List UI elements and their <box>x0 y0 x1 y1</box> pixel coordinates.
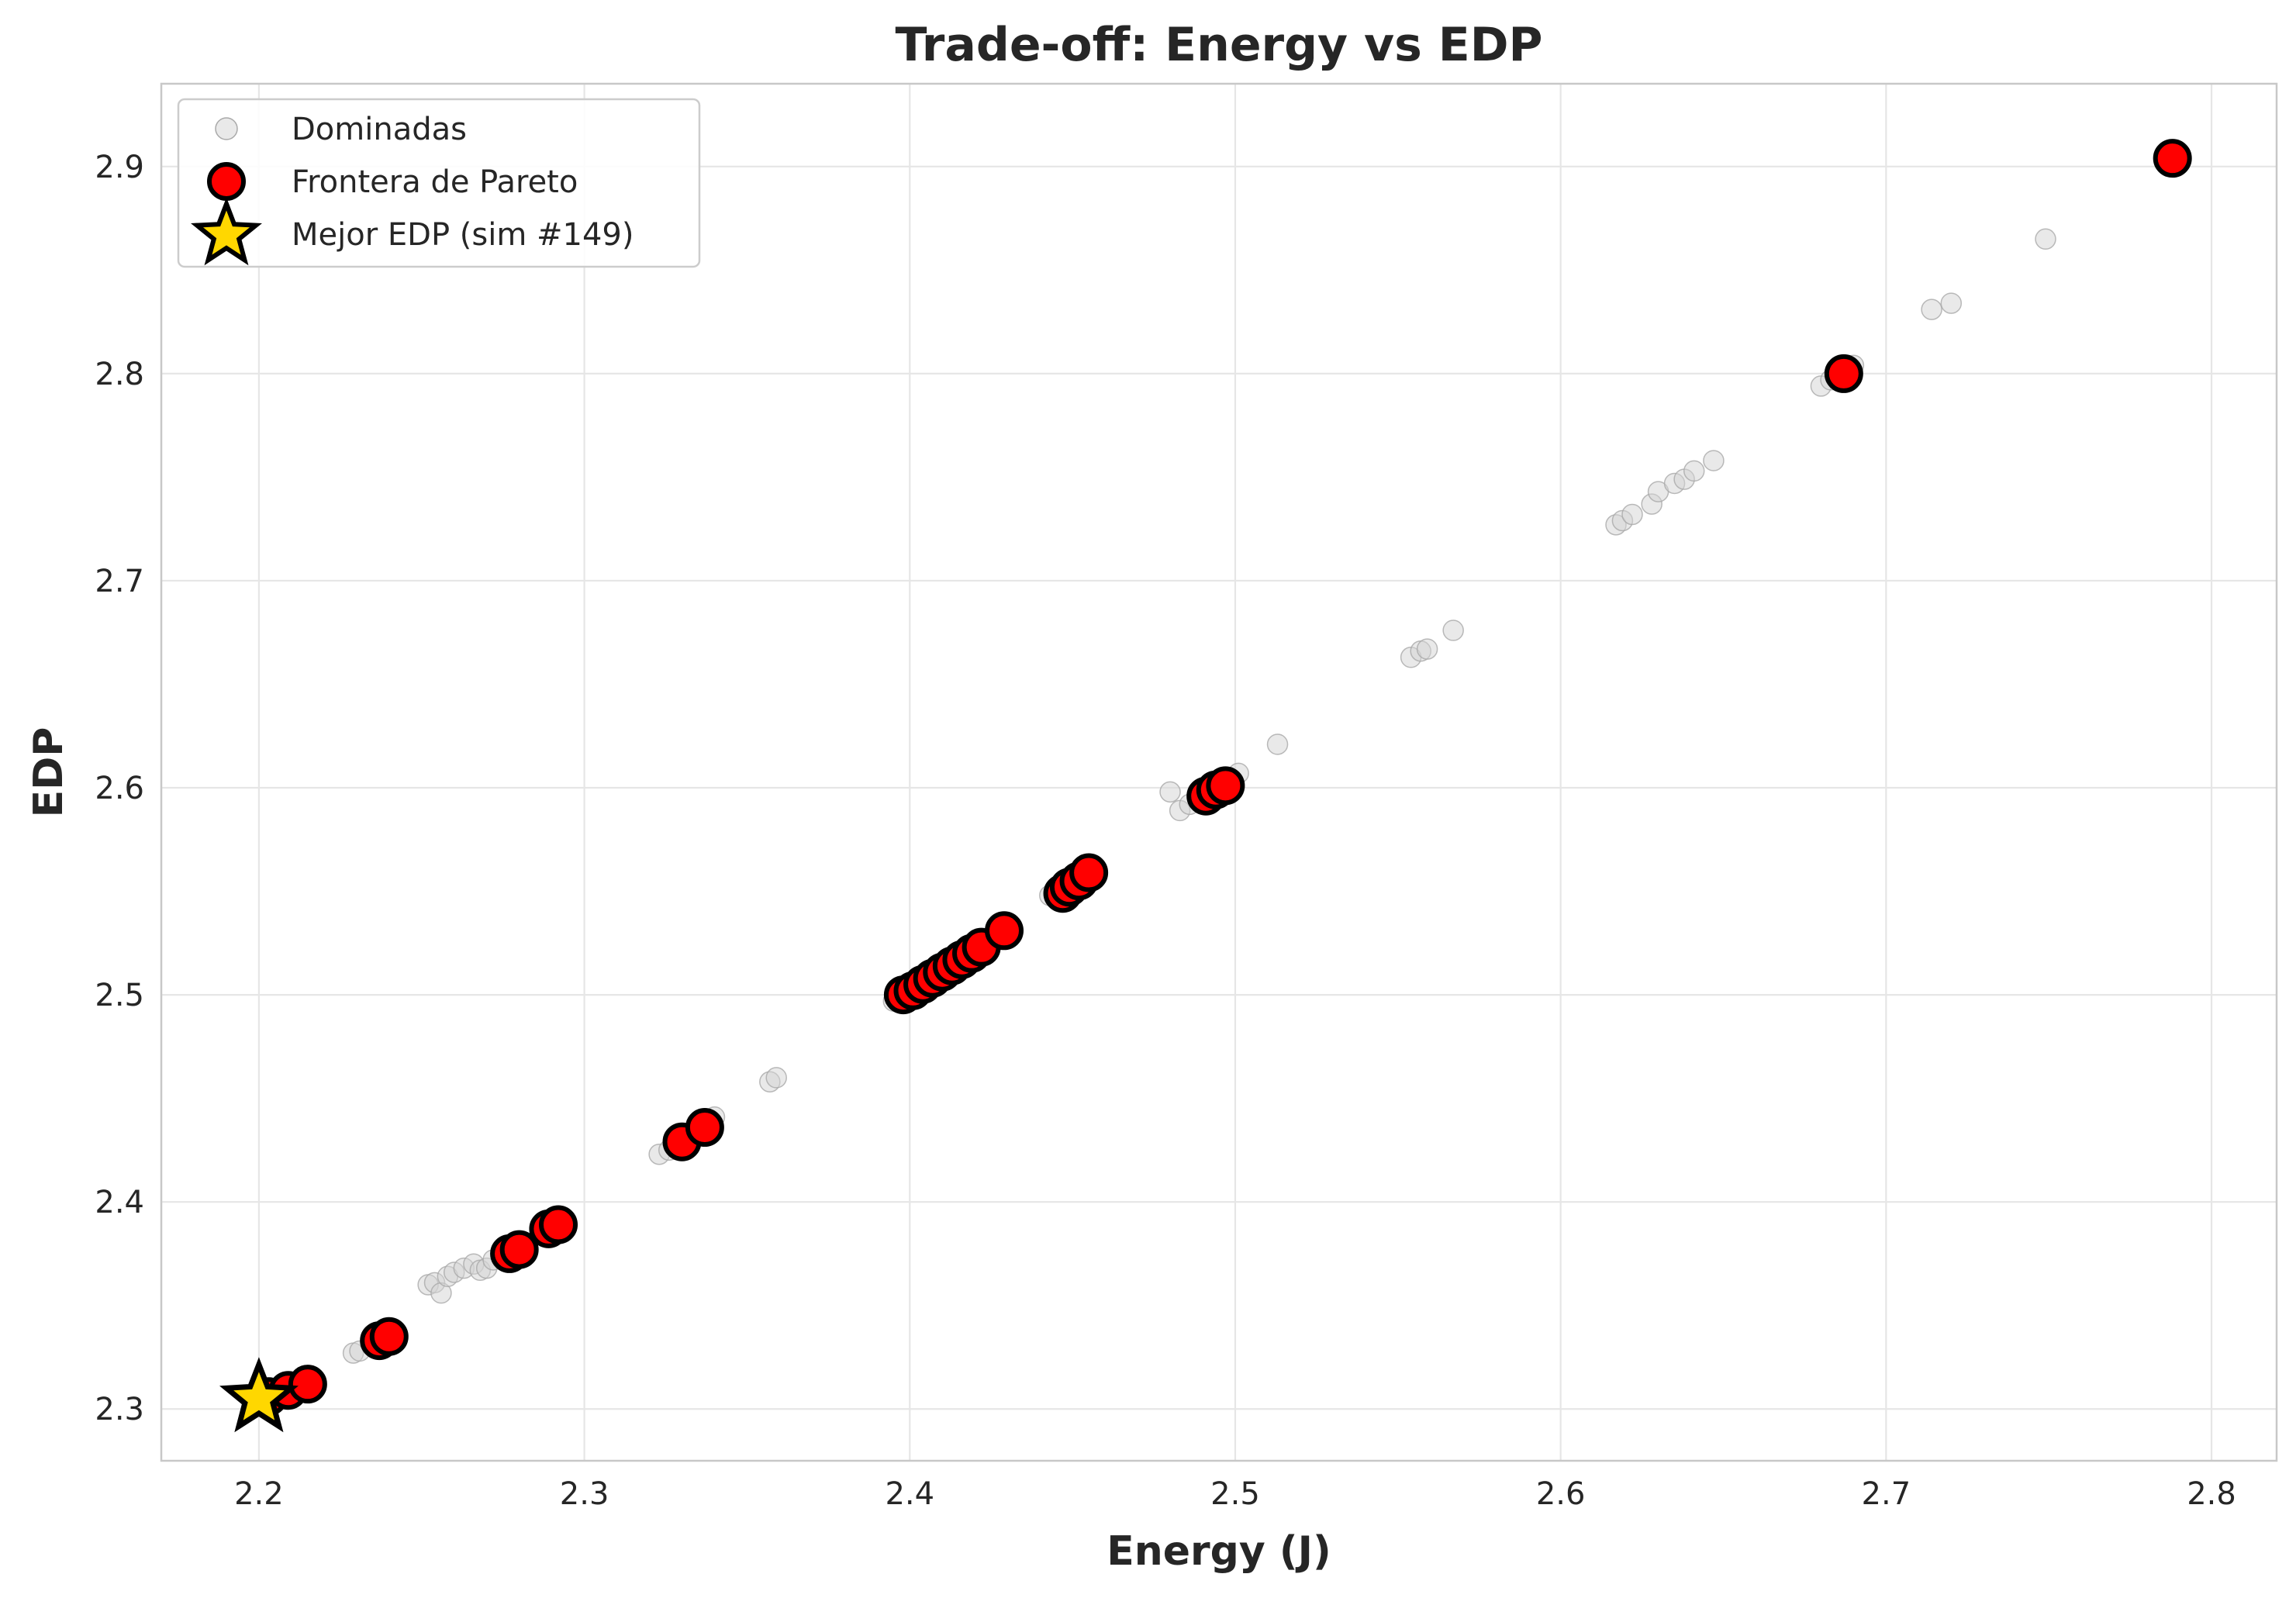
best-edp-series <box>219 1357 299 1433</box>
x-tick-label: 2.5 <box>1210 1476 1260 1512</box>
y-tick-label: 2.4 <box>95 1185 144 1220</box>
x-tick-label: 2.4 <box>885 1476 934 1512</box>
y-tick-label: 2.8 <box>95 357 144 392</box>
legend-marker-best-edp <box>191 197 262 266</box>
dominated-point <box>1416 638 1438 660</box>
y-tick-label: 2.3 <box>95 1392 144 1427</box>
dominated-point <box>1621 503 1643 526</box>
dominated-point <box>1940 292 1963 314</box>
dominated-point <box>1266 733 1289 755</box>
pareto-series <box>249 139 2192 1417</box>
dominated-point <box>1442 620 1464 641</box>
plot-frame <box>160 82 2278 1462</box>
pareto-point <box>985 911 1024 951</box>
x-tick-label: 2.6 <box>1536 1476 1586 1512</box>
x-tick-label: 2.2 <box>234 1476 284 1512</box>
dominated-point <box>1921 299 1942 320</box>
dominated-point <box>2035 228 2056 250</box>
x-tick-label: 2.8 <box>2187 1476 2236 1512</box>
pareto-point <box>369 1317 409 1356</box>
pareto-point <box>2153 139 2192 178</box>
dominated-point <box>1703 450 1725 471</box>
x-tick-label: 2.3 <box>560 1476 609 1512</box>
legend-marker-pareto <box>207 162 246 201</box>
legend-label-best-edp: Mejor EDP (sim #149) <box>292 217 634 253</box>
y-tick-labels: 2.3 2.4 2.5 2.6 2.7 2.8 2.9 <box>95 150 144 1427</box>
y-tick-label: 2.5 <box>95 978 144 1013</box>
legend-label-dominadas: Dominadas <box>292 112 467 147</box>
x-axis-label: Energy (J) <box>1107 1528 1331 1575</box>
pareto-point <box>499 1230 539 1269</box>
y-tick-label: 2.6 <box>95 771 144 806</box>
y-tick-label: 2.7 <box>95 564 144 599</box>
pareto-point <box>288 1365 327 1404</box>
dominated-point <box>1683 460 1705 482</box>
chart-title: Trade-off: Energy vs EDP <box>895 18 1542 72</box>
pareto-point <box>1069 853 1109 892</box>
best-edp-point <box>219 1357 299 1433</box>
dominated-point <box>1159 781 1181 803</box>
dominated-point <box>765 1067 787 1089</box>
legend-label-pareto: Frontera de Pareto <box>292 164 578 200</box>
pareto-point <box>539 1205 578 1244</box>
legend: Dominadas Frontera de Pareto Mejor EDP (… <box>177 98 701 268</box>
pareto-point <box>1824 354 1863 393</box>
pareto-point <box>685 1108 724 1148</box>
y-axis-label: EDP <box>26 727 72 818</box>
x-tick-label: 2.7 <box>1862 1476 1911 1512</box>
y-tick-label: 2.9 <box>95 150 144 185</box>
legend-box <box>177 98 701 268</box>
pareto-point <box>1206 766 1245 806</box>
x-tick-labels: 2.2 2.3 2.4 2.5 2.6 2.7 2.8 <box>234 1476 2236 1512</box>
legend-marker-dominadas <box>215 117 238 140</box>
